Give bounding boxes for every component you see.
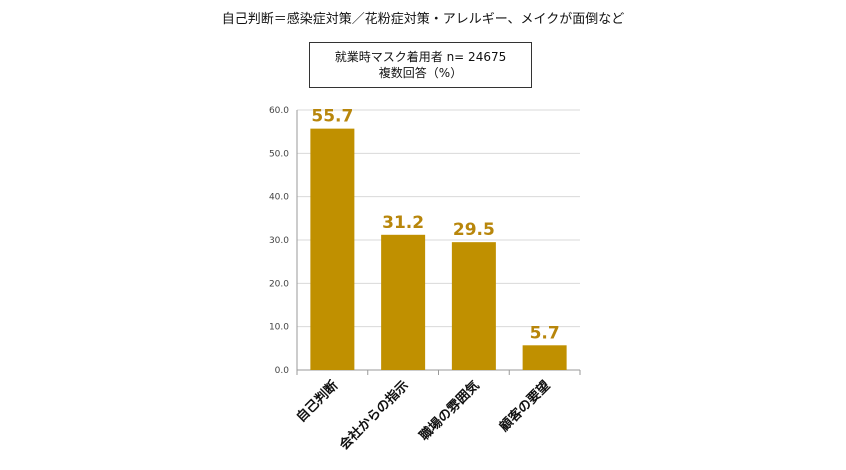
y-tick-label: 20.0 (269, 279, 289, 289)
bar (522, 345, 567, 370)
legend-line-unit: 複数回答（%） (378, 66, 463, 80)
data-label: 5.7 (530, 323, 560, 343)
y-tick-label: 40.0 (269, 193, 289, 203)
legend-line-sample: 就業時マスク着用者 n= 24675 (334, 50, 507, 64)
data-label: 31.2 (382, 213, 424, 233)
y-tick-label: 0.0 (275, 366, 290, 376)
bar (451, 242, 496, 370)
chart-title: 自己判断＝感染症対策／花粉症対策・アレルギー、メイクが面倒など (221, 12, 625, 27)
y-tick-label: 50.0 (269, 149, 289, 159)
y-tick-label: 60.0 (269, 106, 289, 116)
category-label: 職場の雰囲気 (416, 378, 482, 444)
data-label: 29.5 (453, 220, 495, 240)
y-tick-label: 30.0 (269, 236, 289, 246)
data-label: 55.7 (311, 107, 353, 127)
category-label: 自己判断 (293, 378, 341, 426)
category-label: 顧客の要望 (496, 378, 553, 435)
y-tick-label: 10.0 (269, 323, 289, 333)
bar (381, 234, 426, 370)
legend-box: 就業時マスク着用者 n= 24675 複数回答（%） (309, 42, 532, 88)
category-label: 会社からの指示 (336, 378, 412, 454)
bar (310, 128, 355, 370)
